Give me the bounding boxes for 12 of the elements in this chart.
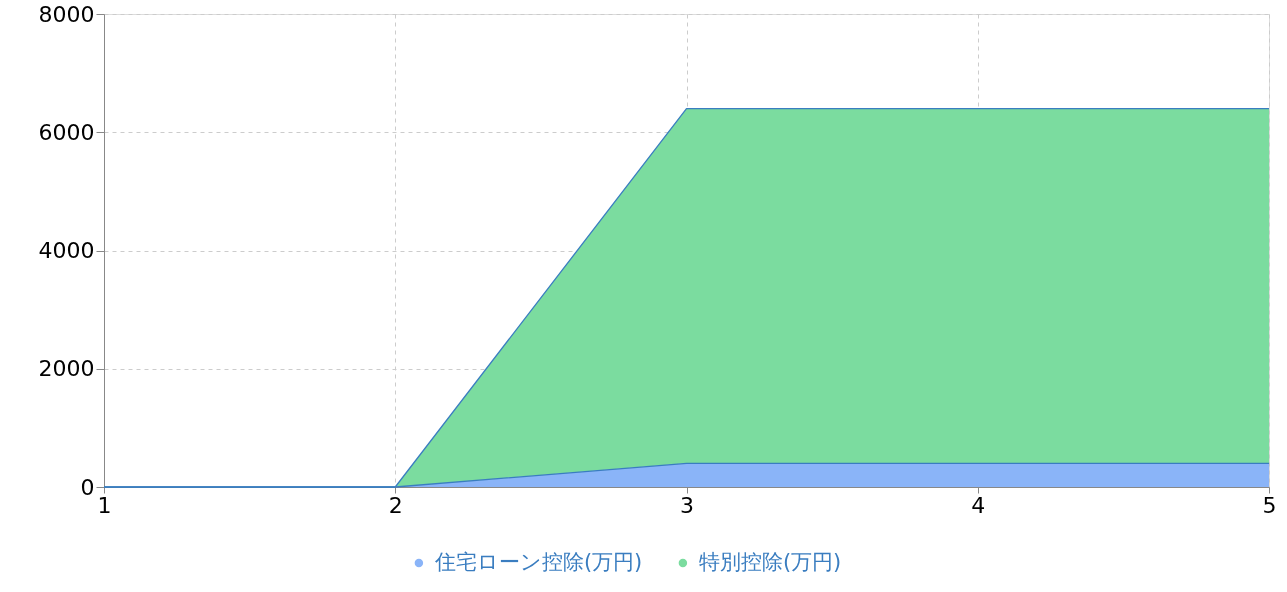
- y-tick-label: 4000: [38, 238, 95, 263]
- y-tick-label: 2000: [38, 356, 95, 382]
- y-tick-label: 8000: [38, 1, 95, 27]
- legend-label: 住宅ローン控除(万円): [433, 550, 643, 574]
- x-tick-label: 1: [97, 492, 112, 518]
- x-tick-label: 3: [680, 492, 694, 518]
- legend-label: 特別控除(万円): [698, 550, 842, 574]
- y-tick-label: 0: [80, 474, 95, 500]
- x-tick-label: 4: [971, 492, 986, 518]
- x-tick-label: 2: [388, 492, 403, 518]
- y-tick-label: 6000: [38, 119, 95, 145]
- x-tick-label: 5: [1262, 492, 1277, 518]
